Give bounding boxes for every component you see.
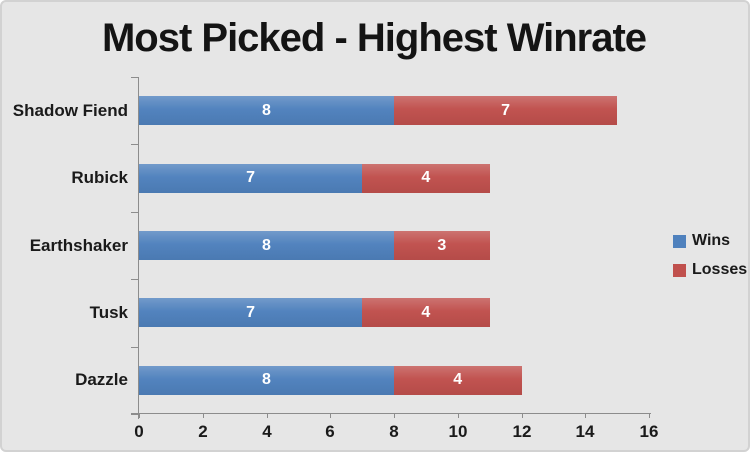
- category-label: Shadow Fiend: [12, 100, 128, 120]
- legend-label-losses: Losses: [692, 261, 748, 278]
- x-axis-tick-label: 4: [262, 422, 272, 441]
- losses-swatch-icon: [673, 263, 686, 277]
- bar-segment-wins: 8: [139, 96, 394, 126]
- bar-segment-wins: 7: [139, 163, 363, 193]
- legend-entry-wins: Wins: [673, 232, 747, 250]
- category-label: Rubick: [71, 168, 128, 188]
- x-axis-tick: [522, 413, 523, 418]
- y-axis-tick: [131, 279, 139, 280]
- bar-value-label: 8: [262, 236, 271, 254]
- bar-segment-wins: 8: [139, 231, 394, 260]
- bar-value-label: 4: [453, 371, 463, 389]
- bar-value-label: 4: [421, 303, 431, 321]
- x-axis-tick-label: 2: [198, 422, 208, 441]
- x-axis-tick: [585, 413, 586, 418]
- x-axis-tick-label: 16: [639, 422, 659, 441]
- bar-value-label: 7: [501, 101, 511, 119]
- bar-value-label: 7: [246, 303, 256, 321]
- y-axis-tick: [131, 144, 139, 145]
- x-axis-tick: [458, 413, 459, 418]
- legend-label-wins: Wins: [692, 232, 731, 249]
- bar-value-label: 3: [437, 236, 447, 254]
- bar-segment-losses: 4: [394, 365, 522, 395]
- chart-title: Most Picked - Highest Winrate: [101, 16, 647, 60]
- y-axis-tick: [131, 212, 139, 213]
- x-axis-tick: [330, 413, 331, 418]
- x-axis-tick-label: 8: [389, 422, 399, 441]
- bar-segment-losses: 3: [394, 231, 490, 260]
- bar-segment-wins: 8: [139, 365, 394, 395]
- category-label: Earthshaker: [29, 235, 128, 255]
- wins-swatch-icon: [673, 234, 686, 248]
- x-axis-tick-label: 12: [512, 422, 532, 441]
- bar-segment-losses: 4: [362, 298, 490, 328]
- legend-entry-losses: Losses: [673, 261, 747, 279]
- y-axis-tick: [131, 347, 139, 348]
- x-axis-tick: [649, 413, 650, 418]
- x-axis-tick-label: 6: [325, 422, 335, 441]
- x-axis-tick-label: 0: [134, 422, 144, 441]
- x-axis-tick: [394, 413, 395, 418]
- bar-value-label: 8: [262, 371, 271, 389]
- bar-value-label: 7: [246, 169, 256, 187]
- y-axis-tick: [131, 77, 139, 78]
- x-axis-tick: [267, 413, 268, 418]
- bar-value-label: 8: [262, 101, 271, 119]
- x-axis-line: [131, 413, 651, 414]
- category-label: Tusk: [89, 302, 128, 322]
- bar-segment-wins: 7: [139, 298, 363, 328]
- bar-segment-losses: 7: [394, 96, 618, 126]
- x-axis-tick-label: 10: [448, 422, 468, 441]
- bar-value-label: 4: [421, 169, 431, 187]
- y-axis-line: [138, 77, 139, 419]
- legend: Wins Losses: [673, 232, 747, 279]
- category-label: Dazzle: [75, 370, 128, 390]
- y-axis-tick: [131, 414, 139, 415]
- x-axis-tick-label: 14: [575, 422, 595, 441]
- x-axis-tick: [139, 413, 140, 418]
- bar-segment-losses: 4: [362, 163, 490, 193]
- x-axis-tick: [203, 413, 204, 418]
